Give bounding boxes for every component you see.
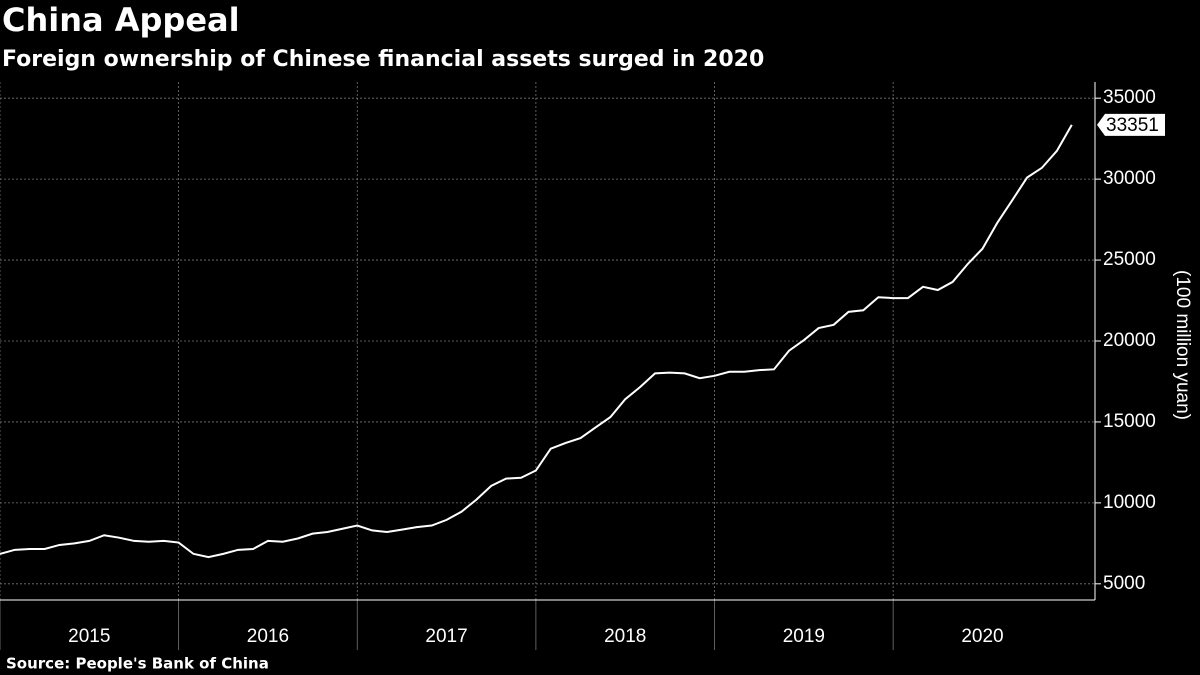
x-tick-label: 2015 [68,626,110,647]
line [0,124,1073,559]
chart-title: China Appeal [2,1,240,39]
x-tick-label: 2020 [961,626,1003,647]
x-tick-label: 2018 [604,626,646,647]
source: Source: People's Bank of China [6,655,269,673]
x-tick-label: 2016 [247,626,289,647]
last-value-label: 33351 [1106,115,1159,136]
y-axis-label: (100 million yuan) [1172,270,1193,420]
y-tick-label: 35000 [1103,87,1156,108]
y-tick-label: 15000 [1103,411,1156,432]
y-tick-label: 10000 [1103,492,1156,513]
x-tick-label: 2019 [783,626,825,647]
chart-subtitle: Foreign ownership of Chinese financial a… [2,47,764,72]
last-value-box [1097,113,1165,136]
y-tick-label: 30000 [1103,168,1156,189]
y-tick-label: 20000 [1103,330,1156,351]
y-tick-label: 25000 [1103,249,1156,270]
y-tick-label: 5000 [1103,573,1145,594]
x-tick-label: 2017 [425,626,467,647]
